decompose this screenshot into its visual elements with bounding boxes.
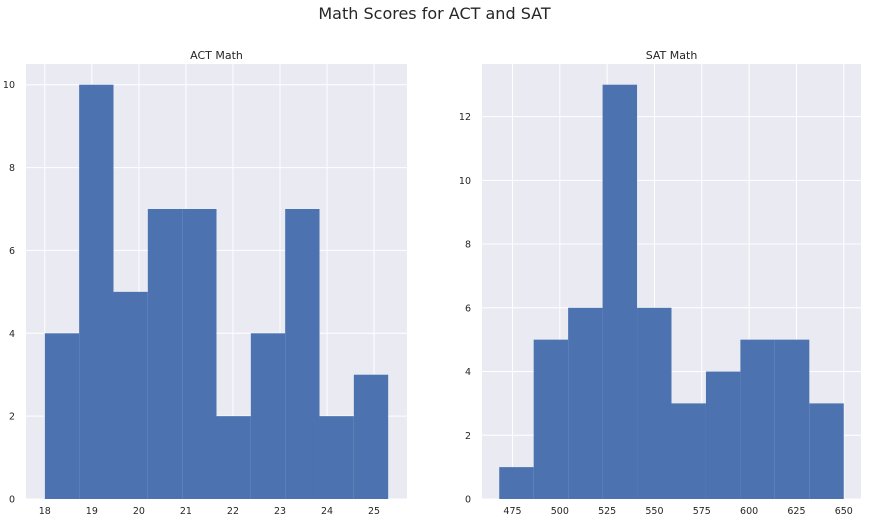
act-x-tick-label: 20	[133, 506, 145, 517]
act-x-tick-label: 21	[180, 506, 192, 517]
sat-math-histogram: 475 500 525 550 575 600 625 650 0 2 4 6 8 10 12 SAT Mat…	[459, 49, 861, 517]
sat-y-tick-label: 4	[465, 367, 471, 378]
act-y-tick-label: 8	[9, 163, 15, 174]
act-histogram-bar	[44, 333, 80, 499]
sat-x-tick-label: 650	[835, 506, 853, 517]
sat-x-tick-label: 575	[693, 506, 711, 517]
act-y-tick-label: 6	[9, 246, 15, 257]
act-x-tick-label: 22	[227, 506, 239, 517]
act-histogram-bar	[147, 209, 183, 499]
sat-y-tick-label: 10	[459, 176, 471, 187]
act-histogram-bar	[182, 209, 217, 499]
act-y-tick-label: 4	[9, 329, 15, 340]
sat-x-tick-label: 550	[645, 506, 663, 517]
sat-x-tick-label: 500	[551, 506, 569, 517]
sat-y-tick-label: 8	[465, 240, 471, 251]
sat-panel-title: SAT Math	[646, 49, 698, 62]
sat-y-tick-label: 6	[465, 303, 471, 314]
sat-histogram-bar	[809, 403, 844, 499]
act-y-tick-label: 2	[9, 412, 15, 423]
figure-title: Math Scores for ACT and SAT	[318, 4, 551, 23]
act-x-tick-label: 23	[274, 506, 286, 517]
sat-y-tick-label: 0	[465, 495, 471, 506]
act-x-tick-label: 18	[39, 506, 51, 517]
sat-histogram-bar	[499, 467, 534, 499]
sat-x-tick-label: 475	[503, 506, 521, 517]
act-x-tick-label: 24	[321, 506, 333, 517]
act-panel-title: ACT Math	[190, 49, 243, 62]
sat-histogram-bar	[533, 339, 569, 499]
sat-histogram-bar	[637, 307, 672, 499]
sat-histogram-bar	[774, 339, 810, 499]
sat-x-tick-label: 525	[598, 506, 616, 517]
sat-y-tick-label: 12	[459, 112, 471, 123]
sat-histogram-bar	[671, 403, 706, 499]
sat-histogram-bar	[568, 307, 603, 499]
act-histogram-bar	[353, 374, 389, 499]
sat-x-tick-label: 600	[740, 506, 758, 517]
act-x-tick-label: 25	[368, 506, 380, 517]
act-histogram-bar	[113, 291, 148, 499]
sat-histogram-bar	[740, 339, 775, 499]
act-histogram-bar	[216, 416, 251, 499]
act-histogram-bar	[79, 84, 114, 499]
sat-histogram-bar	[602, 84, 638, 499]
act-histogram-bar	[250, 333, 286, 499]
act-y-tick-label: 10	[3, 80, 15, 91]
sat-histogram-bar	[705, 371, 741, 499]
act-histogram-bar	[319, 416, 354, 499]
sat-y-tick-label: 2	[465, 431, 471, 442]
act-y-tick-label: 0	[9, 495, 15, 506]
sat-x-tick-label: 625	[787, 506, 805, 517]
act-x-tick-label: 19	[86, 506, 98, 517]
act-histogram-bar	[285, 209, 320, 499]
